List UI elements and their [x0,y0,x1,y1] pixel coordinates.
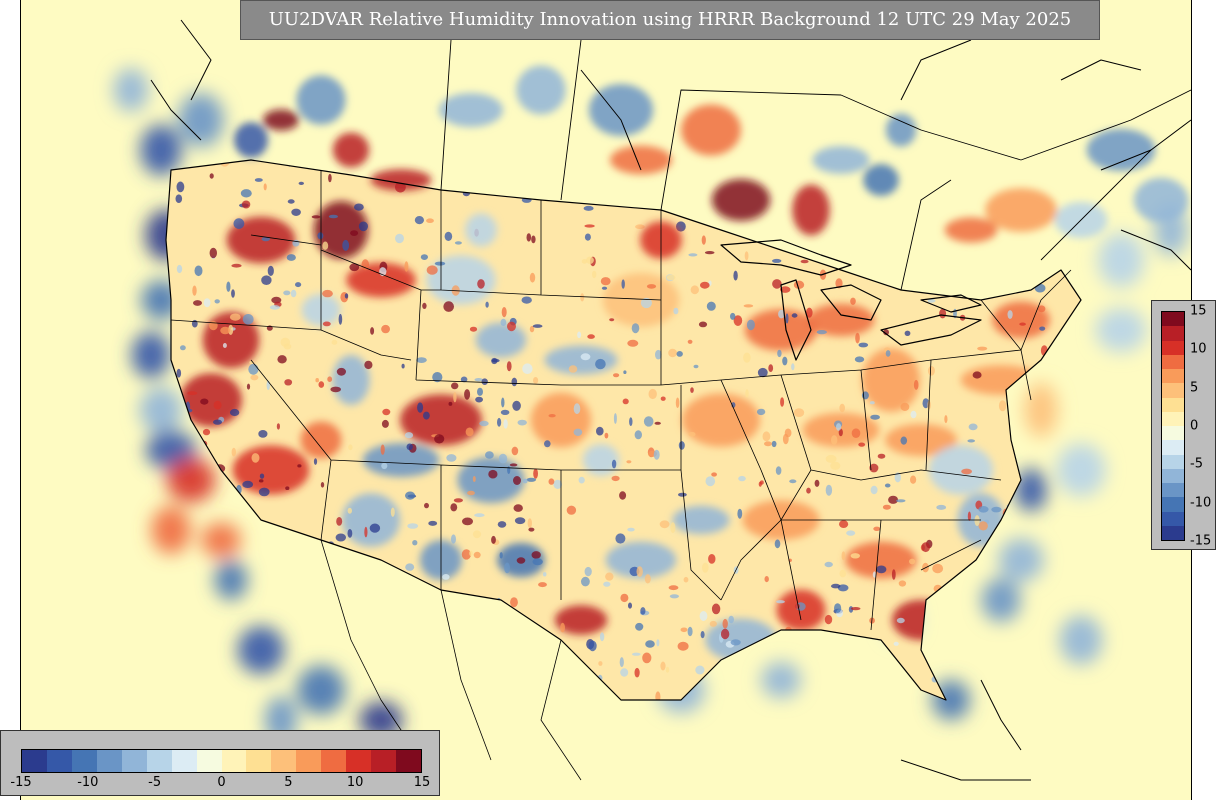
colorbar-swatch [1162,411,1184,426]
colorbar-tick-label: -5 [148,775,162,790]
coastal-details [150,19,1191,781]
colorbar-swatch [1162,312,1184,327]
colorbar-swatch [246,750,272,772]
colorbar-tick-label: 0 [217,775,226,790]
colorbar-swatch [221,750,247,772]
colorbar-swatch [46,750,72,772]
colorbar-tick-label: 15 [1190,303,1207,319]
conus-outline [165,159,1082,701]
great-lakes [720,239,982,361]
colorbar-tick-label: -5 [1190,456,1203,472]
colorbar-swatch [1162,397,1184,412]
colorbar-strip-vertical [1161,311,1185,541]
colorbar-swatch [1162,369,1184,384]
colorbar-swatch [371,750,397,772]
colorbar-swatch [1162,383,1184,398]
colorbar-tick-label: 10 [1190,341,1207,357]
colorbar-tick-label: 15 [413,775,431,790]
colorbar-swatch [121,750,147,772]
colorbar-swatch [396,750,421,772]
colorbar-tick-label: -15 [10,775,32,790]
colorbar-tick-label: 10 [346,775,364,790]
colorbar-tick-label: 5 [284,775,293,790]
colorbar-swatch [96,750,122,772]
colorbar-swatch [271,750,297,772]
colorbar-swatch [1162,326,1184,341]
colorbar-swatch [1162,525,1184,540]
colorbar-swatch [346,750,372,772]
colorbar-swatch [171,750,197,772]
colorbar-tick-label: -15 [1190,533,1212,549]
colorbar-swatch [1162,340,1184,355]
canada-boundaries [440,39,1191,291]
colorbar-swatch [1162,497,1184,512]
colorbar-swatch [1162,454,1184,469]
horizontal-colorbar: -15 -10 -5 0 5 10 15 [0,730,440,796]
colorbar-swatch [22,750,47,772]
colorbar-strip-horizontal [21,749,422,773]
state-lines [170,170,1072,631]
vertical-colorbar: -15 -10 -5 0 5 10 15 [1151,300,1216,550]
colorbar-tick-label: 0 [1190,418,1199,434]
colorbar-swatch [1162,426,1184,441]
colorbar-swatch [1162,511,1184,526]
colorbar-swatch [71,750,97,772]
colorbar-swatch [1162,468,1184,483]
colorbar-tick-label: -10 [1190,495,1212,511]
colorbar-swatch [1162,483,1184,498]
map-panel [20,0,1192,800]
boundary-lines [150,19,1191,781]
map-title: UU2DVAR Relative Humidity Innovation usi… [240,0,1100,40]
colorbar-tick-label: 5 [1190,380,1199,396]
colorbar-swatch [1162,354,1184,369]
colorbar-swatch [296,750,322,772]
colorbar-swatch [1162,440,1184,455]
colorbar-swatch [321,750,347,772]
humidity-innovation-map [113,19,1191,781]
colorbar-swatch [146,750,172,772]
colorbar-tick-label: -10 [77,775,99,790]
colorbar-swatch [196,750,222,772]
